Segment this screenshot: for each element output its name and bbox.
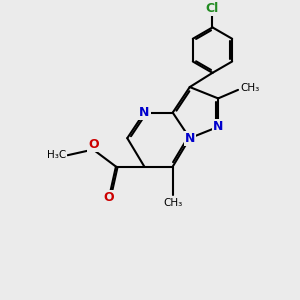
Text: H₃C: H₃C <box>47 150 67 160</box>
Text: O: O <box>88 138 98 151</box>
Text: N: N <box>139 106 149 119</box>
Text: O: O <box>103 191 114 204</box>
Text: N: N <box>184 132 195 145</box>
Text: CH₃: CH₃ <box>240 82 260 93</box>
Text: CH₃: CH₃ <box>163 198 182 208</box>
Text: Cl: Cl <box>206 2 219 15</box>
Text: N: N <box>213 120 224 133</box>
